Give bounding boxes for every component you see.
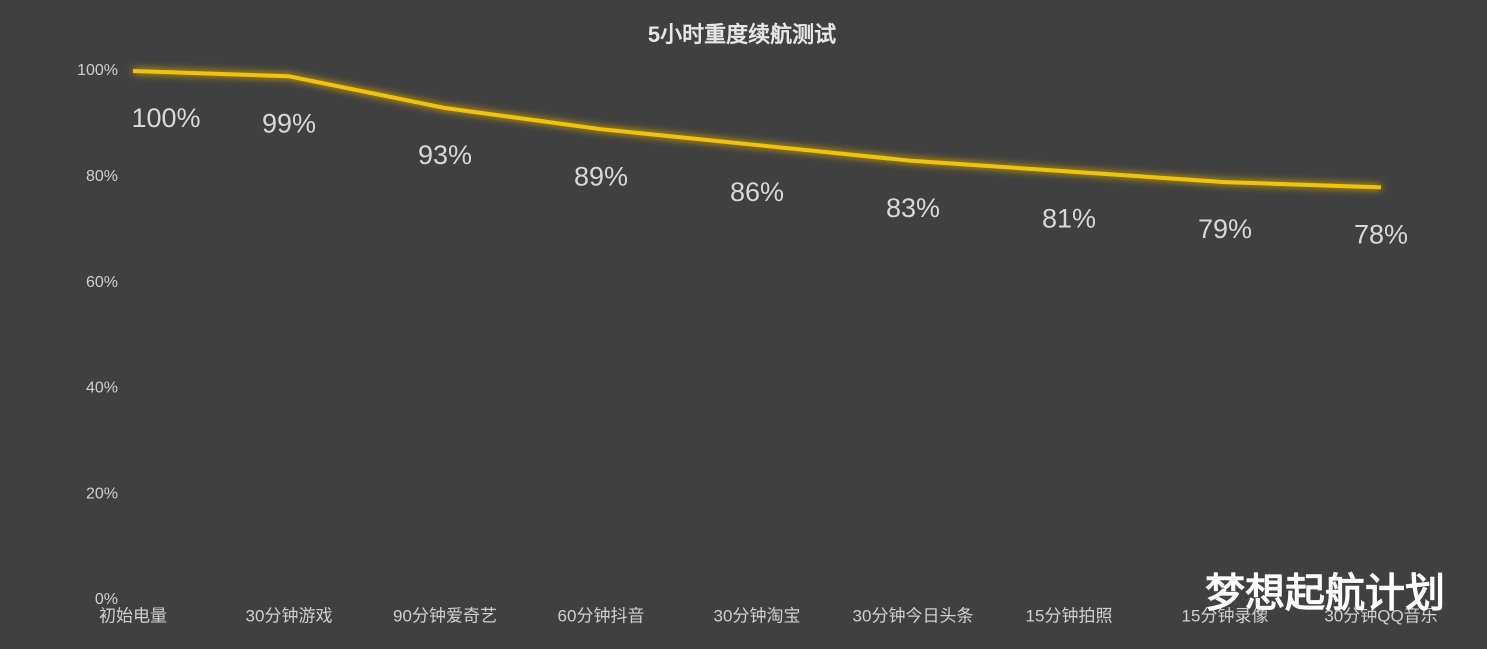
data-label: 81%	[1042, 204, 1096, 234]
chart-title: 5小时重度续航测试	[648, 22, 836, 47]
data-label: 78%	[1354, 220, 1408, 250]
y-tick-label: 80%	[86, 168, 118, 185]
y-tick-label: 0%	[95, 591, 118, 608]
watermark: 梦想起航计划	[1205, 571, 1445, 616]
y-tick-label: 20%	[86, 485, 118, 502]
data-label: 99%	[262, 108, 316, 138]
x-tick-label: 30分钟淘宝	[714, 606, 801, 625]
data-label: 100%	[131, 103, 200, 133]
x-tick-label: 30分钟QQ音乐	[1324, 606, 1437, 625]
y-tick-label: 100%	[77, 62, 118, 79]
y-tick-label: 60%	[86, 274, 118, 291]
series-line	[132, 69, 1382, 190]
x-tick-label: 30分钟今日头条	[853, 606, 974, 625]
x-tick-label: 15分钟录像	[1182, 606, 1269, 625]
x-tick-label: 60分钟抖音	[558, 606, 645, 625]
data-label: 89%	[574, 161, 628, 191]
y-tick-label: 40%	[86, 380, 118, 397]
x-tick-label: 初始电量	[99, 606, 167, 625]
data-label: 93%	[418, 140, 472, 170]
data-label: 83%	[886, 193, 940, 223]
data-label: 86%	[730, 177, 784, 207]
data-label: 79%	[1198, 214, 1252, 244]
x-tick-label: 90分钟爱奇艺	[393, 606, 497, 625]
x-tick-label: 15分钟拍照	[1026, 606, 1113, 625]
x-tick-label: 30分钟游戏	[246, 606, 333, 625]
